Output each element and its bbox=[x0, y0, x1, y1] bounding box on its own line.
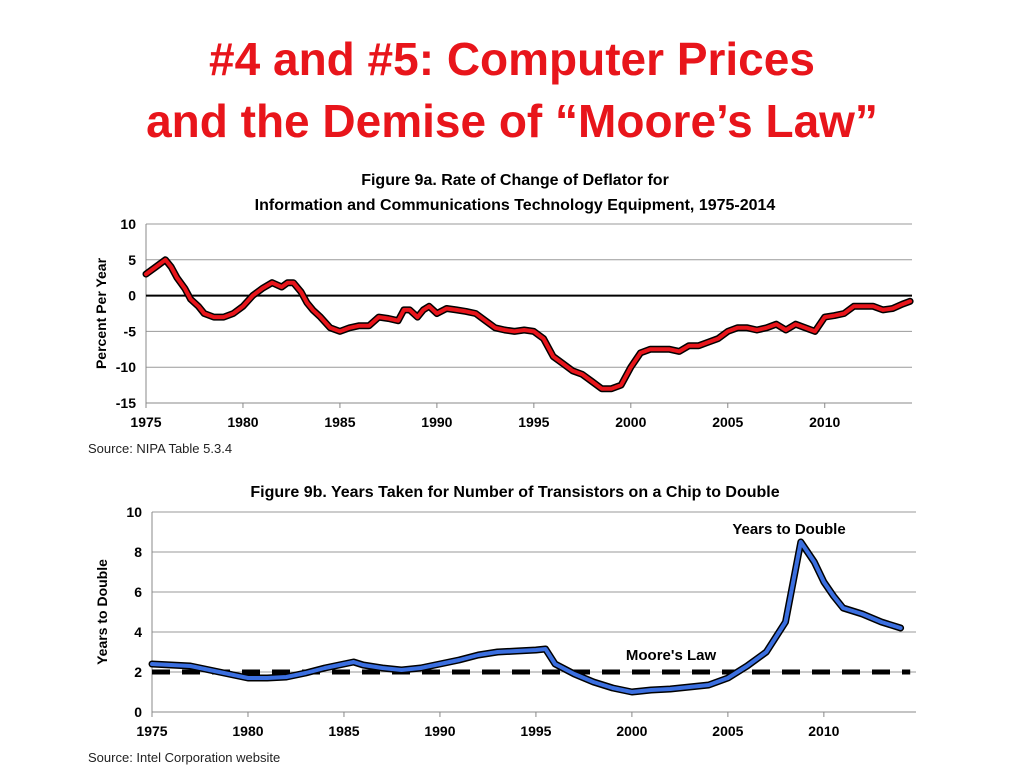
x-tick-label: 2005 bbox=[712, 723, 743, 739]
x-tick-label: 1995 bbox=[518, 414, 549, 430]
y-tick-label: 4 bbox=[134, 624, 142, 640]
x-tick-label: 2010 bbox=[808, 723, 839, 739]
slide-title-line-1: #4 and #5: Computer Prices bbox=[209, 33, 815, 85]
slide-title: #4 and #5: Computer Prices and the Demis… bbox=[0, 28, 1024, 152]
chart-title: Figure 9b. Years Taken for Number of Tra… bbox=[250, 484, 779, 501]
y-tick-label: 2 bbox=[134, 664, 142, 680]
y-tick-label: 0 bbox=[134, 704, 142, 720]
figure-9b-svg: Figure 9b. Years Taken for Number of Tra… bbox=[94, 484, 916, 739]
x-tick-label: 1985 bbox=[324, 414, 355, 430]
years-to-double-line-label: Years to Double bbox=[732, 521, 845, 538]
y-axis-label: Years to Double bbox=[94, 559, 110, 665]
x-tick-label: 2000 bbox=[616, 723, 647, 739]
x-tick-label: 1980 bbox=[227, 414, 258, 430]
figure-9a-source: Source: NIPA Table 5.3.4 bbox=[88, 441, 233, 456]
y-axis-label: Percent Per Year bbox=[93, 257, 109, 369]
x-tick-label: 1990 bbox=[424, 723, 455, 739]
y-tick-label: -15 bbox=[116, 395, 136, 411]
moores-law-line-label: Moore's Law bbox=[626, 647, 717, 664]
x-tick-label: 2005 bbox=[712, 414, 743, 430]
figure-9b-chart: Figure 9b. Years Taken for Number of Tra… bbox=[0, 478, 1024, 750]
y-tick-label: -10 bbox=[116, 359, 136, 375]
chart-title: Figure 9a. Rate of Change of Deflator fo… bbox=[361, 172, 669, 189]
x-tick-label: 1975 bbox=[130, 414, 161, 430]
y-tick-label: 8 bbox=[134, 544, 142, 560]
x-tick-label: 1995 bbox=[520, 723, 551, 739]
y-tick-label: 5 bbox=[128, 252, 136, 268]
x-tick-label: 2000 bbox=[615, 414, 646, 430]
x-tick-label: 1980 bbox=[232, 723, 263, 739]
y-tick-label: -5 bbox=[124, 323, 137, 339]
x-tick-label: 1990 bbox=[421, 414, 452, 430]
y-tick-label: 6 bbox=[134, 584, 142, 600]
x-tick-label: 1985 bbox=[328, 723, 359, 739]
chart-subtitle: Information and Communications Technolog… bbox=[255, 197, 776, 214]
x-tick-label: 1975 bbox=[136, 723, 167, 739]
slide-title-line-2: and the Demise of “Moore’s Law” bbox=[146, 95, 878, 147]
x-tick-label: 2010 bbox=[809, 414, 840, 430]
figure-9a-chart: Figure 9a. Rate of Change of Deflator fo… bbox=[0, 168, 1024, 438]
figure-9b-source: Source: Intel Corporation website bbox=[88, 750, 281, 765]
y-tick-label: 0 bbox=[128, 288, 136, 304]
y-tick-label: 10 bbox=[120, 216, 136, 232]
deflator-series-line bbox=[144, 257, 913, 391]
figure-9a-svg: Figure 9a. Rate of Change of Deflator fo… bbox=[93, 172, 914, 430]
years-to-double-line bbox=[150, 540, 903, 694]
y-tick-label: 10 bbox=[126, 504, 142, 520]
